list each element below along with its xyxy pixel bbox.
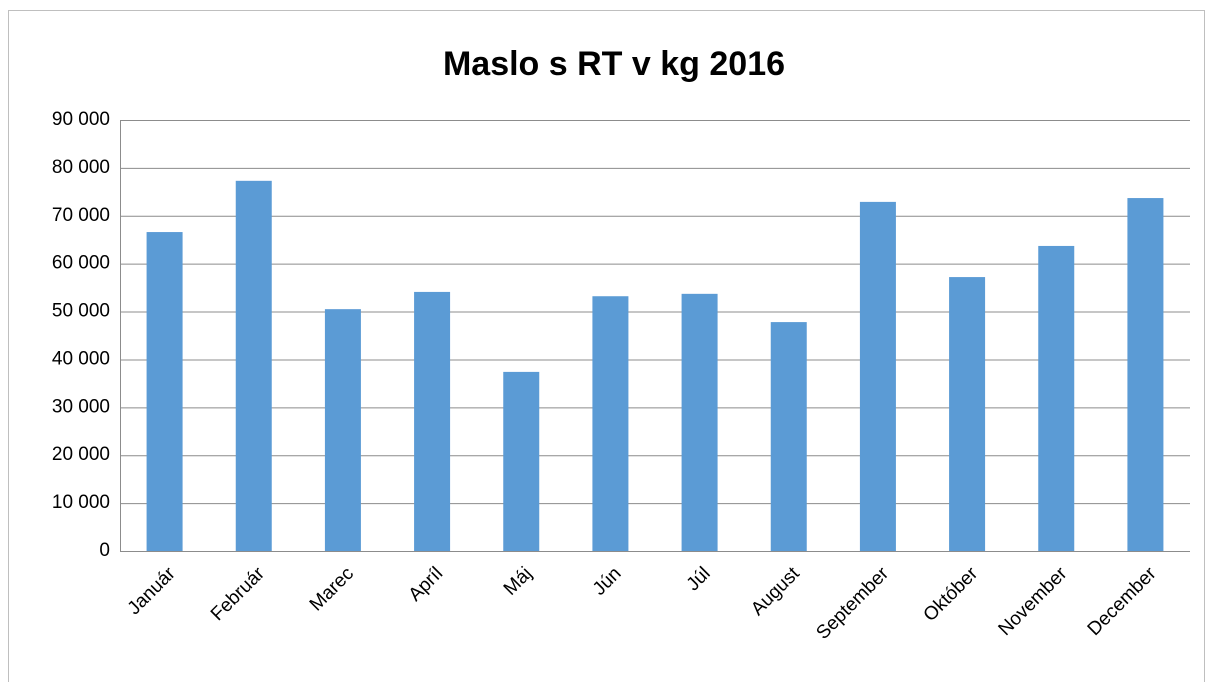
y-tick-label: 70 000: [52, 205, 110, 226]
bar: [1127, 198, 1164, 551]
bar: [770, 322, 807, 551]
bar: [414, 291, 451, 551]
bar: [859, 201, 896, 551]
bar: [949, 277, 986, 551]
x-tick-label: Január: [124, 563, 180, 619]
bar: [681, 293, 718, 551]
y-tick-label: 0: [99, 540, 110, 561]
y-tick-label: 10 000: [52, 492, 110, 513]
x-tick-label: Máj: [500, 563, 537, 600]
y-tick-label: 80 000: [52, 157, 110, 178]
bar: [235, 180, 272, 551]
y-tick-label: 50 000: [52, 301, 110, 322]
y-tick-label: 90 000: [52, 109, 110, 130]
y-tick-label: 20 000: [52, 444, 110, 465]
chart-frame: [8, 10, 1205, 682]
bar: [592, 296, 629, 551]
y-tick-label: 60 000: [52, 253, 110, 274]
x-tick-label: September: [812, 563, 893, 644]
x-tick-label: August: [747, 563, 804, 620]
bar: [146, 232, 183, 551]
x-tick-label: December: [1084, 563, 1161, 640]
x-tick-label: Apríl: [405, 563, 447, 605]
x-tick-label: Júl: [683, 563, 715, 595]
bar: [324, 309, 361, 551]
x-tick-label: Jún: [589, 563, 626, 600]
chart-title: Maslo s RT v kg 2016: [443, 45, 785, 83]
y-tick-label: 40 000: [52, 348, 110, 369]
x-tick-label: Marec: [306, 563, 358, 615]
bar: [1038, 245, 1075, 551]
x-tick-label: November: [995, 563, 1072, 640]
x-tick-label: Október: [920, 563, 983, 626]
x-tick-label: Február: [207, 563, 269, 625]
bar: [503, 371, 540, 551]
y-tick-label: 30 000: [52, 396, 110, 417]
